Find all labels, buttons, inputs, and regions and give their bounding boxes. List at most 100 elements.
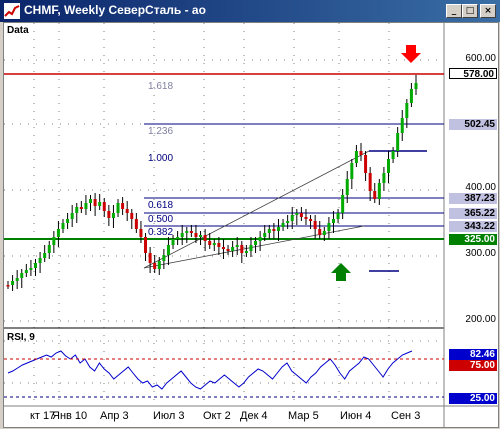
candle-body: [364, 155, 368, 173]
candle-body: [254, 241, 258, 245]
chart-frame: Data RSI, 9 600.00 400.00 300.00 200.00 …: [3, 22, 499, 428]
candle-body: [382, 173, 386, 183]
maximize-button[interactable]: □: [462, 4, 478, 18]
candle-body: [313, 221, 317, 229]
candle-body: [189, 231, 193, 233]
x-axis-label: Мар 5: [288, 410, 319, 422]
candle-body: [276, 227, 280, 231]
rsi-lower-tag: 25.00: [449, 393, 497, 404]
candle-body: [309, 219, 313, 221]
price-axis-200: 200.00: [465, 314, 496, 325]
candle-body: [290, 215, 294, 221]
candle-body: [377, 183, 381, 199]
candle-body: [318, 229, 322, 235]
price-axis-400: 400.00: [465, 182, 496, 193]
candle-body: [341, 195, 345, 213]
candle-body: [221, 247, 225, 249]
candle-body: [359, 151, 363, 155]
candle-body: [304, 217, 308, 219]
candle-body: [153, 263, 157, 269]
candle-body: [125, 209, 129, 213]
candle-body: [43, 253, 47, 258]
candle-body: [267, 229, 271, 233]
x-axis-label: Сен 3: [391, 410, 421, 422]
rsi-line: [7, 350, 413, 390]
candle-body: [331, 219, 335, 223]
candle-body: [134, 219, 138, 229]
candle-body: [47, 245, 51, 253]
candle-body: [75, 207, 79, 213]
candle-body: [272, 229, 276, 231]
last-price-tag: 578.00: [449, 68, 497, 80]
candle-body: [70, 213, 74, 219]
candle-body: [166, 245, 170, 255]
candle-body: [61, 223, 65, 229]
price-panel-label: Data: [7, 25, 29, 36]
candle-body: [144, 237, 148, 253]
candle-body: [286, 221, 290, 223]
candle-body: [185, 231, 189, 233]
rsi-upper-tag: 75.00: [449, 360, 497, 371]
candle-body: [84, 203, 88, 209]
close-button[interactable]: ×: [480, 4, 496, 18]
candle-body: [212, 243, 216, 245]
candle-body: [38, 258, 42, 263]
candle-body: [102, 202, 106, 211]
candle-body: [29, 268, 33, 270]
x-axis-label: Янв 10: [52, 410, 88, 422]
candle-body: [235, 245, 239, 247]
fib-label-1000: 1.000: [148, 153, 174, 164]
candle-body: [79, 207, 83, 209]
window-titlebar: CHMF, Weekly СеверСталь - ао _ □ ×: [0, 0, 500, 22]
candle-body: [368, 173, 372, 191]
candle-body: [203, 235, 207, 241]
candle-body: [20, 273, 24, 278]
x-axis-label: кт 17: [30, 410, 56, 422]
rsi-value-tag: 82.46: [449, 349, 497, 360]
support-price-tag: 325.00: [449, 234, 497, 245]
candle-body: [194, 233, 198, 237]
fib-price-tag-c: 343.22: [449, 221, 497, 232]
fib-label-0382: 0.382: [148, 227, 174, 238]
candle-body: [157, 261, 161, 269]
x-axis-label: Июл 3: [153, 410, 185, 422]
candle-body: [249, 245, 253, 251]
candle-body: [171, 239, 175, 245]
candle-body: [327, 223, 331, 231]
candle-body: [56, 229, 60, 237]
fib-label-1618: 1.618: [148, 81, 174, 92]
candle-body: [263, 233, 267, 237]
candle-body: [396, 133, 400, 151]
candle-body: [98, 202, 102, 206]
fib-label-0618: 0.618: [148, 200, 174, 211]
candle-body: [414, 83, 418, 89]
candlestick-series: [6, 75, 418, 291]
candle-body: [295, 213, 299, 215]
candle-body: [217, 243, 221, 247]
candle-body: [139, 229, 143, 237]
window-title: CHMF, Weekly СеверСталь - ао: [24, 3, 206, 17]
candle-body: [107, 211, 111, 218]
candle-body: [281, 223, 285, 227]
minimize-button[interactable]: _: [446, 4, 462, 18]
candle-body: [336, 213, 340, 219]
price-chart-canvas[interactable]: [4, 23, 498, 427]
candle-body: [176, 237, 180, 239]
candle-body: [15, 278, 19, 281]
candle-body: [162, 255, 166, 261]
candle-body: [116, 203, 120, 213]
candle-body: [299, 213, 303, 217]
fib-price-tag-a: 387.23: [449, 193, 497, 204]
candle-body: [350, 163, 354, 179]
candle-body: [34, 263, 38, 268]
candle-body: [24, 270, 28, 273]
candle-body: [93, 199, 97, 206]
candle-body: [199, 235, 203, 237]
candle-body: [400, 118, 404, 133]
price-axis-300: 300.00: [465, 248, 496, 259]
fib-1236-price-tag: 502.45: [449, 119, 497, 130]
candle-body: [226, 249, 230, 251]
candle-body: [409, 89, 413, 103]
x-axis-label: Дек 4: [240, 410, 268, 422]
arrow-down-icon: [401, 45, 421, 63]
